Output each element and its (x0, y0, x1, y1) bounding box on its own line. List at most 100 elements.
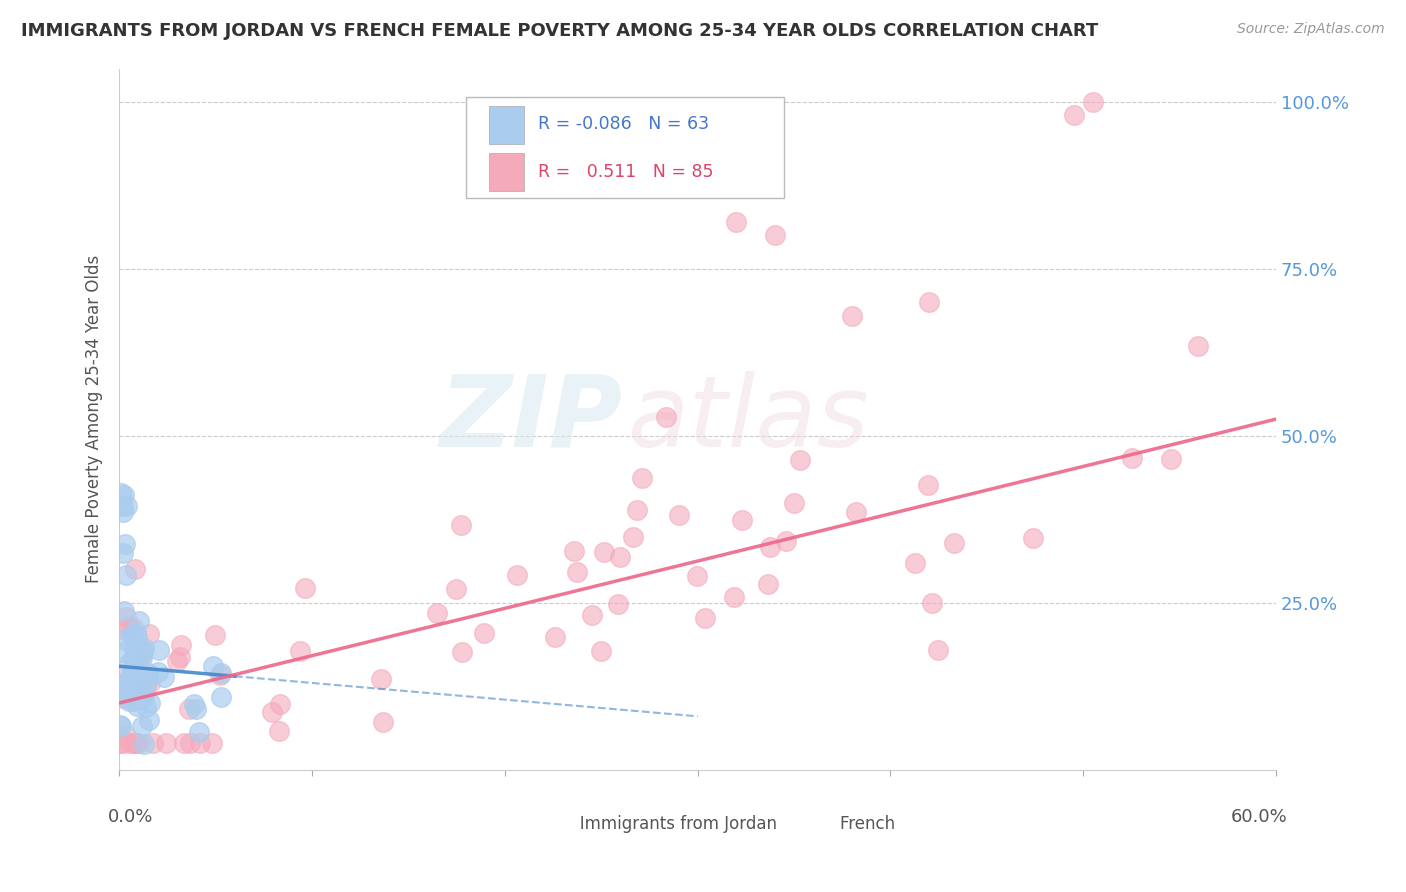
Point (1187, 338, 1209, 352)
Point (117, 620, 139, 634)
Point (131, 650, 153, 665)
Point (115, 499, 138, 513)
Point (132, 674, 155, 689)
Point (169, 638, 191, 652)
FancyBboxPatch shape (467, 96, 785, 198)
Point (122, 736, 145, 750)
Point (120, 628, 142, 642)
Point (621, 530, 644, 544)
Point (562, 544, 585, 558)
Text: Source: ZipAtlas.com: Source: ZipAtlas.com (1237, 22, 1385, 37)
Point (506, 567, 529, 582)
Point (1063, 108, 1085, 122)
Point (127, 630, 149, 644)
Point (1081, 95, 1104, 109)
Point (114, 623, 136, 637)
Point (173, 736, 195, 750)
Point (148, 665, 170, 679)
Point (186, 701, 208, 715)
Point (179, 736, 201, 750)
Point (685, 568, 707, 582)
Point (142, 736, 165, 750)
Point (135, 677, 157, 691)
Point (127, 692, 149, 706)
Point (169, 650, 191, 665)
Point (789, 453, 811, 467)
Point (127, 651, 149, 665)
Point (122, 672, 145, 686)
Point (373, 715, 395, 730)
Point (269, 698, 291, 712)
Text: R = -0.086   N = 63: R = -0.086 N = 63 (538, 115, 709, 134)
Point (918, 295, 941, 310)
Point (110, 736, 132, 750)
Point (132, 689, 155, 703)
Point (132, 644, 155, 658)
Point (607, 597, 630, 611)
Point (655, 410, 678, 425)
Point (725, 215, 748, 229)
Point (135, 700, 157, 714)
Point (668, 508, 690, 522)
Point (208, 667, 231, 681)
Point (593, 544, 616, 558)
Point (591, 644, 613, 658)
Point (112, 546, 135, 560)
Point (135, 678, 157, 692)
Point (581, 608, 603, 623)
Point (124, 626, 146, 640)
Point (122, 652, 145, 666)
Point (370, 672, 392, 686)
Point (121, 658, 143, 673)
Point (111, 684, 134, 698)
Point (132, 685, 155, 699)
Point (121, 687, 143, 701)
Bar (489, 105, 524, 145)
Text: Immigrants from Jordan            French: Immigrants from Jordan French (501, 815, 894, 833)
Point (124, 680, 146, 694)
Point (269, 724, 291, 739)
Point (631, 471, 654, 485)
Point (763, 228, 786, 243)
Point (841, 309, 863, 323)
Point (544, 631, 567, 645)
Point (444, 582, 467, 596)
Point (115, 610, 138, 624)
Point (112, 667, 135, 681)
Point (118, 671, 141, 685)
Point (127, 736, 149, 750)
Point (921, 596, 943, 610)
Point (917, 478, 939, 492)
Point (114, 680, 136, 694)
Text: 0.0%: 0.0% (108, 808, 153, 826)
Point (112, 677, 135, 691)
Point (118, 656, 141, 670)
Point (111, 505, 134, 519)
Point (131, 719, 153, 733)
Point (115, 730, 138, 744)
Point (759, 541, 782, 555)
Point (927, 643, 949, 657)
Point (166, 654, 188, 668)
Point (943, 535, 966, 549)
Point (155, 736, 177, 750)
Text: IMMIGRANTS FROM JORDAN VS FRENCH FEMALE POVERTY AMONG 25-34 YEAR OLDS CORRELATIO: IMMIGRANTS FROM JORDAN VS FRENCH FEMALE … (21, 22, 1098, 40)
Point (112, 488, 135, 502)
Point (110, 719, 132, 733)
Point (111, 691, 134, 706)
Bar (754, 801, 779, 819)
Point (1121, 451, 1143, 466)
Point (112, 676, 135, 690)
Point (723, 591, 745, 605)
Point (114, 537, 136, 551)
Point (209, 690, 232, 704)
Point (426, 606, 449, 620)
Point (188, 724, 211, 739)
Point (124, 562, 146, 576)
Point (139, 696, 162, 710)
Point (609, 550, 631, 565)
Point (110, 644, 132, 658)
Point (183, 697, 205, 711)
Point (845, 505, 868, 519)
Point (121, 693, 143, 707)
